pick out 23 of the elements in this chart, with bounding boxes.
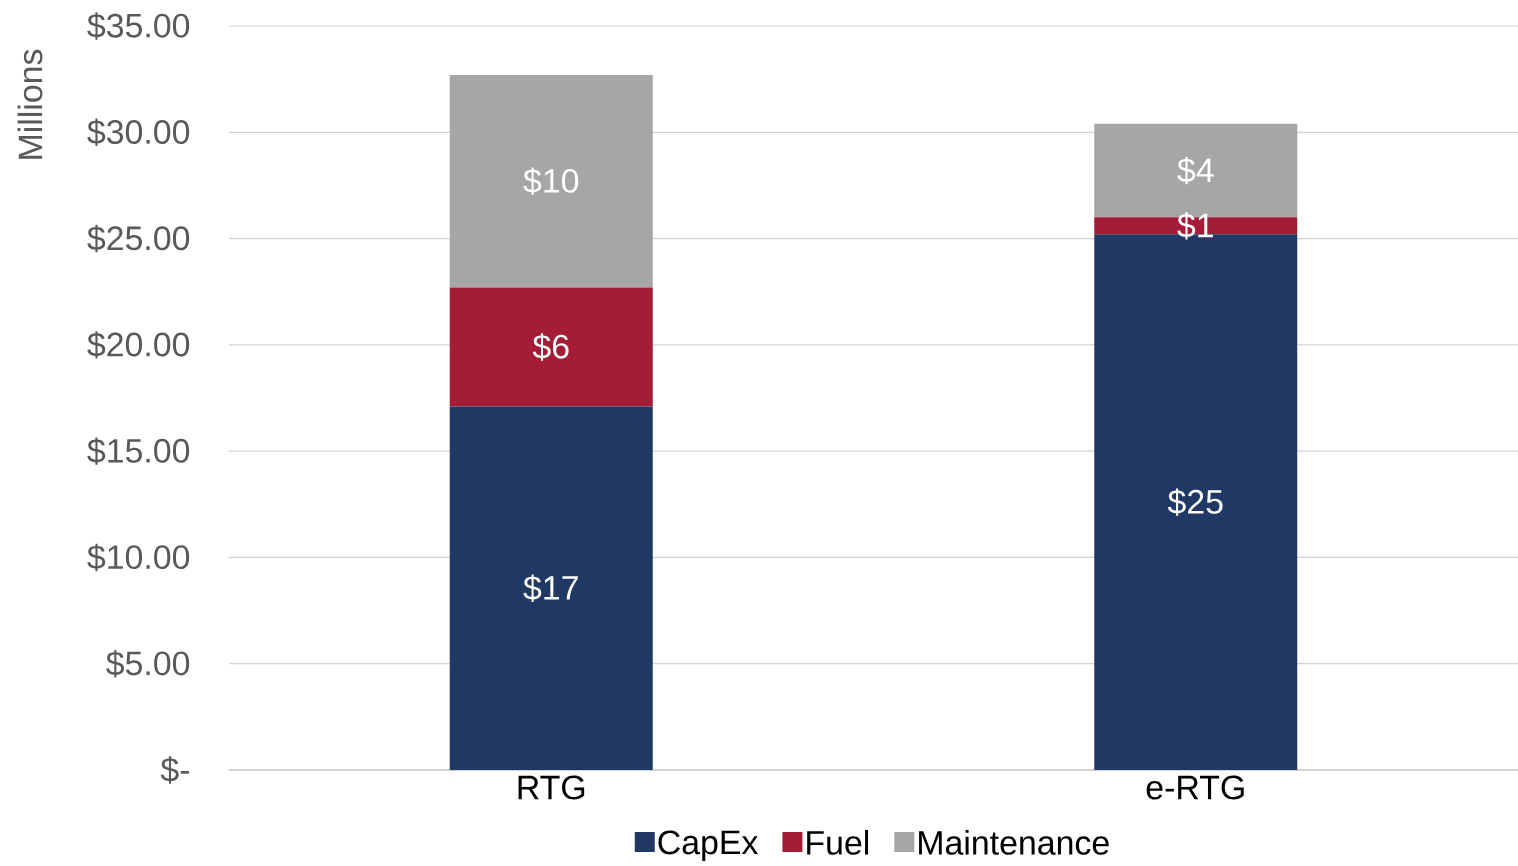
y-tick-label: $5.00 [106,650,190,678]
legend-label: CapEx [658,830,759,862]
x-tick-label: RTG [518,775,585,800]
data-label: $1 [1177,212,1213,240]
bar [449,287,653,407]
legend-label: Maintenance [919,829,1109,855]
y-tick-label: $35.00 [87,12,190,40]
data-label: $6 [532,333,569,361]
y-axis-title: Millions [17,49,43,159]
bar [449,74,653,288]
y-tick-label: $10.00 [87,543,190,572]
data-label: $4 [1177,156,1214,185]
x-tick-label: e-RTG [1146,775,1244,800]
data-label: $17 [523,574,578,602]
y-tick-label: $30.00 [87,118,190,146]
y-tick-label: $25.00 [87,224,190,253]
y-tick-label: $20.00 [87,331,190,359]
data-label: $10 [523,167,579,195]
y-tick-label: $- [160,756,189,784]
data-label: $25 [1167,488,1223,516]
y-tick-label: $15.00 [87,437,190,465]
legend-label: Fuel [807,829,869,855]
bar [449,406,653,770]
